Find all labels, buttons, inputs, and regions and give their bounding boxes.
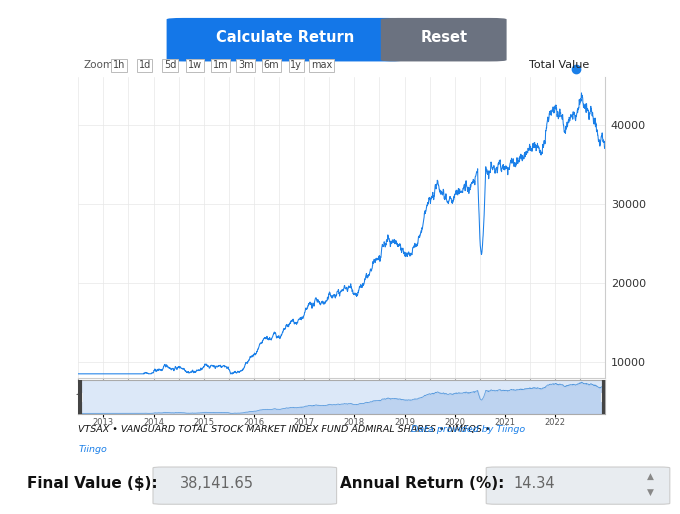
Text: 3m: 3m [238, 61, 254, 70]
Text: 38,141.65: 38,141.65 [180, 476, 254, 491]
Text: max: max [311, 61, 333, 70]
Text: 1y: 1y [290, 61, 303, 70]
Text: Calculate Return: Calculate Return [216, 30, 355, 45]
Text: VTSAX • VANGUARD TOTAL STOCK MARKET INDEX FUND ADMIRAL SHARES • NMFQS •: VTSAX • VANGUARD TOTAL STOCK MARKET INDE… [78, 426, 491, 434]
Text: 6m: 6m [263, 61, 279, 70]
Text: 1m: 1m [213, 61, 228, 70]
FancyBboxPatch shape [486, 467, 670, 504]
Text: 14.34: 14.34 [513, 476, 555, 491]
Text: 1d: 1d [139, 61, 151, 70]
Text: ||: || [78, 393, 84, 401]
FancyBboxPatch shape [167, 18, 405, 62]
Text: 1h: 1h [113, 61, 126, 70]
Text: Total Value: Total Value [529, 60, 590, 69]
Text: Tiingo: Tiingo [78, 445, 107, 454]
Text: ||: || [600, 393, 606, 401]
Text: Zoom:: Zoom: [84, 60, 117, 69]
Text: Data provided by Tiingo: Data provided by Tiingo [407, 426, 525, 434]
Text: 1w: 1w [188, 61, 202, 70]
Text: ▼: ▼ [647, 488, 653, 497]
Text: Annual Return (%):: Annual Return (%): [340, 476, 505, 491]
Text: 5d: 5d [164, 61, 176, 70]
Text: Reset: Reset [420, 30, 468, 45]
Text: ▲: ▲ [647, 472, 653, 481]
Text: Final Value ($):: Final Value ($): [27, 476, 158, 491]
FancyBboxPatch shape [381, 18, 507, 62]
FancyBboxPatch shape [153, 467, 337, 504]
